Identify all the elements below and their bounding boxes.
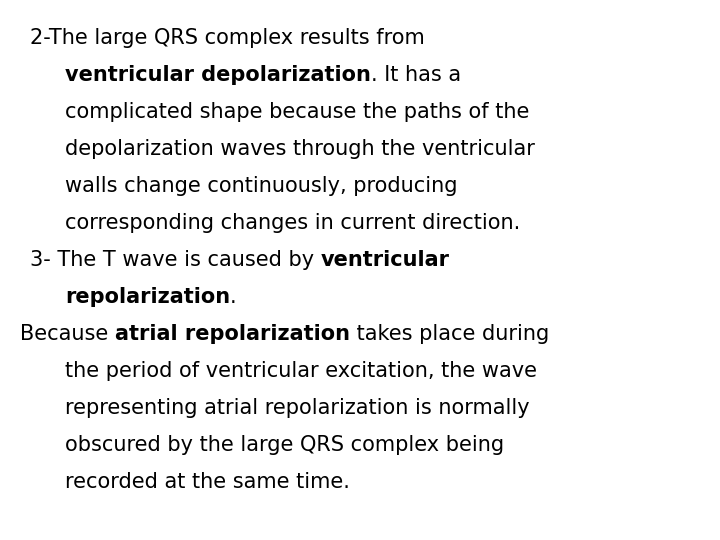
Text: . It has a: . It has a	[371, 65, 461, 85]
Text: depolarization waves through the ventricular: depolarization waves through the ventric…	[65, 139, 535, 159]
Text: .: .	[230, 287, 237, 307]
Text: obscured by the large QRS complex being: obscured by the large QRS complex being	[65, 435, 504, 455]
Text: Because: Because	[20, 324, 115, 344]
Text: representing atrial repolarization is normally: representing atrial repolarization is no…	[65, 398, 530, 418]
Text: the period of ventricular excitation, the wave: the period of ventricular excitation, th…	[65, 361, 537, 381]
Text: recorded at the same time.: recorded at the same time.	[65, 472, 350, 492]
Text: complicated shape because the paths of the: complicated shape because the paths of t…	[65, 102, 529, 122]
Text: ventricular: ventricular	[320, 250, 450, 270]
Text: takes place during: takes place during	[350, 324, 549, 344]
Text: ventricular depolarization: ventricular depolarization	[65, 65, 371, 85]
Text: 3- The T wave is caused by: 3- The T wave is caused by	[30, 250, 320, 270]
Text: walls change continuously, producing: walls change continuously, producing	[65, 176, 457, 196]
Text: atrial repolarization: atrial repolarization	[115, 324, 350, 344]
Text: corresponding changes in current direction.: corresponding changes in current directi…	[65, 213, 521, 233]
Text: repolarization: repolarization	[65, 287, 230, 307]
Text: 2-The large QRS complex results from: 2-The large QRS complex results from	[30, 28, 425, 48]
